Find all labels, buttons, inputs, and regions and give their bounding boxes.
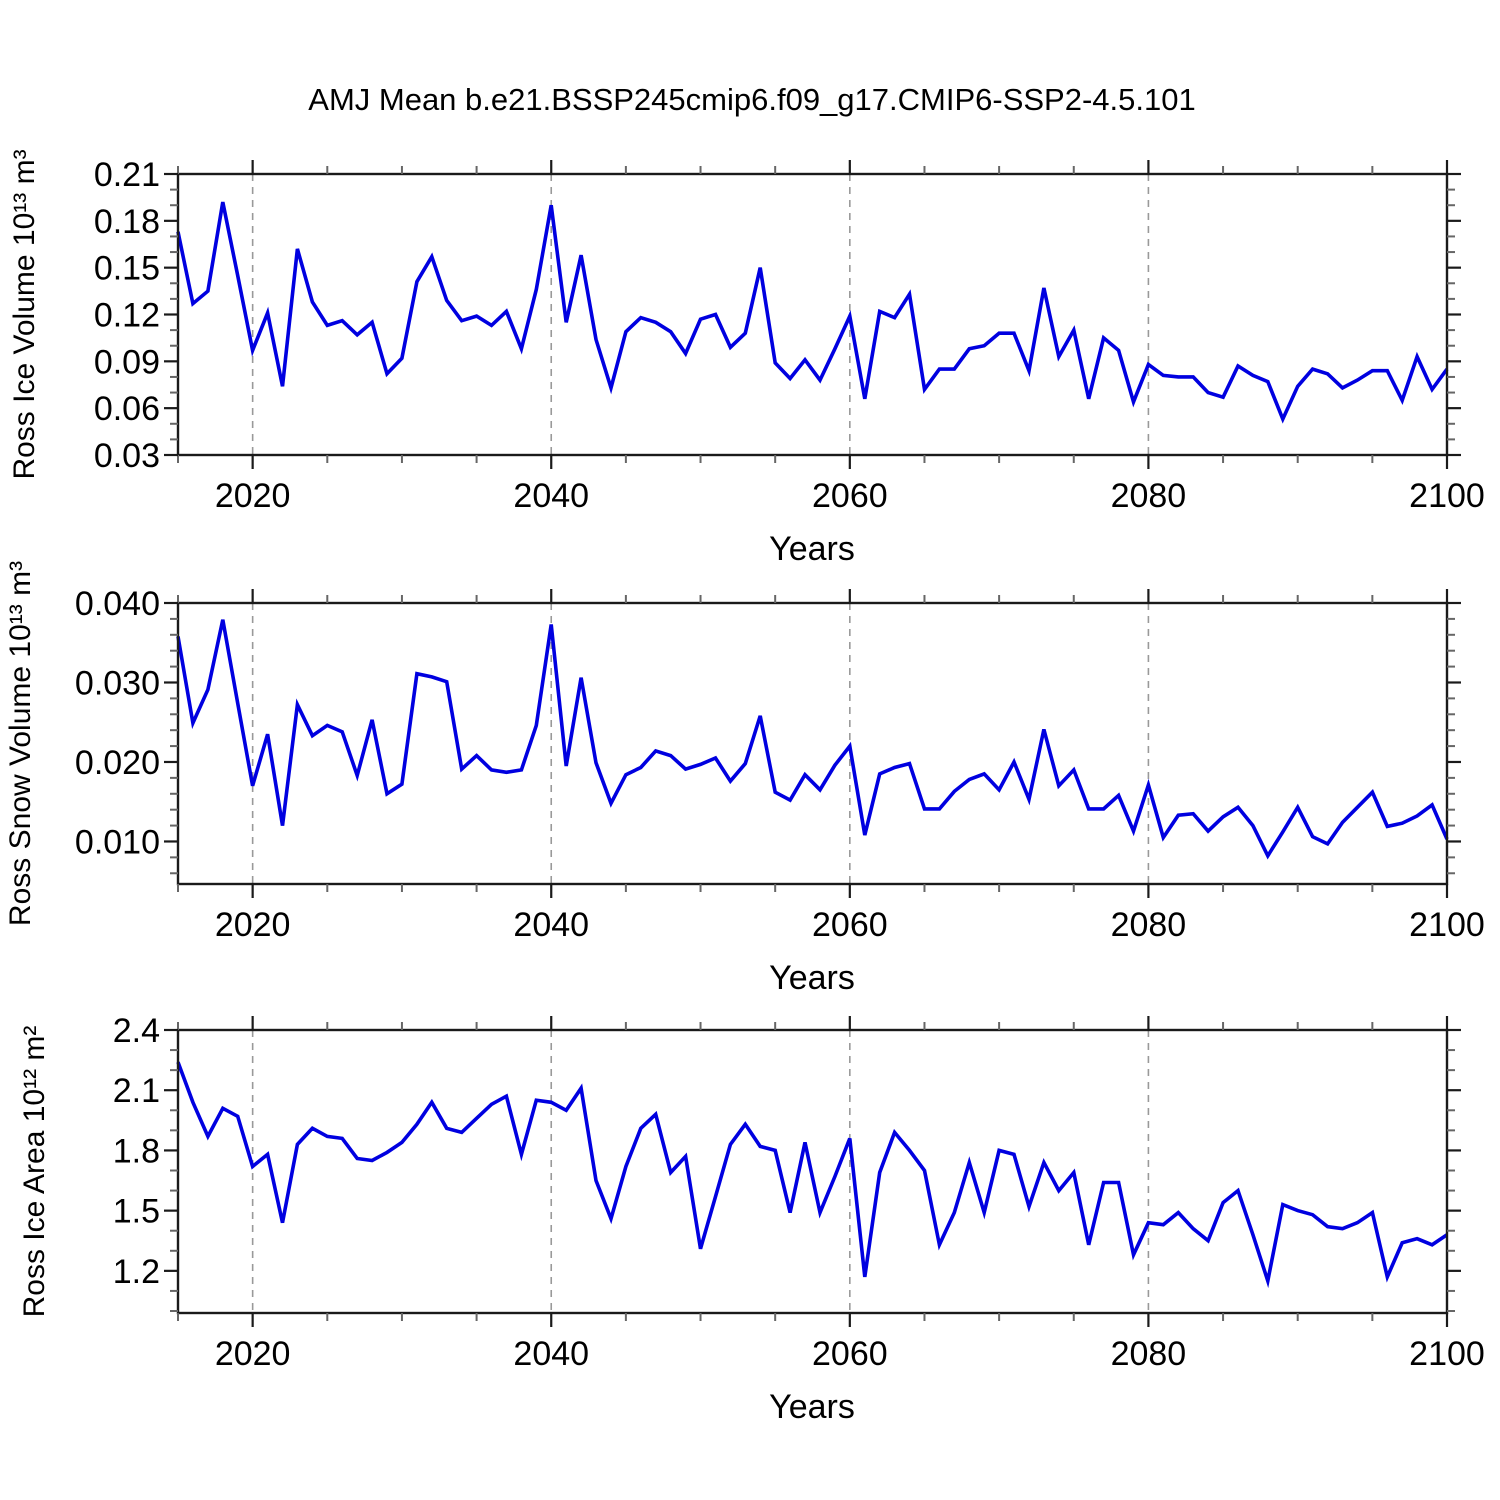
- x-axis-title-years-3: Years: [769, 1388, 855, 1426]
- y-tick-label-0.06: 0.06: [94, 390, 160, 428]
- x-tick-label-2020: 2020: [215, 906, 291, 944]
- x-tick-label-2100: 2100: [1409, 1335, 1485, 1373]
- plot-frame: [176, 172, 1449, 457]
- panel-ross-ice-area: 2020 2040 2060 2080 2100 2.4 2.1 1.8 1.5 1.2: [113, 1012, 1485, 1373]
- y-tick-label-1.5: 1.5: [113, 1193, 160, 1231]
- y-tick-label-0.020: 0.020: [75, 744, 160, 782]
- x-tick-label-2040: 2040: [513, 1335, 589, 1373]
- x-tick-label-2080: 2080: [1111, 477, 1187, 515]
- y-tick-label-0.18: 0.18: [94, 203, 160, 241]
- y-tick-label-0.15: 0.15: [94, 250, 160, 288]
- y-tick-label-1.2: 1.2: [113, 1253, 160, 1291]
- plot-frame: [176, 601, 1449, 886]
- y-tick-label-2.1: 2.1: [113, 1072, 160, 1110]
- y-tick-label-0.040: 0.040: [75, 585, 160, 623]
- x-tick-label-2060: 2060: [812, 906, 888, 944]
- x-tick-label-2100: 2100: [1409, 477, 1485, 515]
- y-tick-label-0.12: 0.12: [94, 297, 160, 335]
- x-tick-label-2060: 2060: [812, 477, 888, 515]
- x-tick-label-2040: 2040: [513, 477, 589, 515]
- x-tick-label-2080: 2080: [1111, 906, 1187, 944]
- x-axis-title-years-1: Years: [769, 530, 855, 568]
- y-tick-label-0.010: 0.010: [75, 823, 160, 861]
- x-tick-label-2100: 2100: [1409, 906, 1485, 944]
- y-tick-label-1.8: 1.8: [113, 1132, 160, 1170]
- plot-frame: [176, 1028, 1449, 1315]
- x-tick-label-2080: 2080: [1111, 1335, 1187, 1373]
- x-tick-label-2060: 2060: [812, 1335, 888, 1373]
- y-tick-label-0.03: 0.03: [94, 437, 160, 475]
- x-tick-label-2040: 2040: [513, 906, 589, 944]
- figure-title: AMJ Mean b.e21.BSSP245cmip6.f09_g17.CMIP…: [308, 82, 1195, 117]
- y-axis-title-ice-volume: Ross Ice Volume 10¹³ m³: [8, 149, 41, 479]
- y-tick-label-0.030: 0.030: [75, 664, 160, 702]
- panel-ross-snow-volume: 2020 2040 2060 2080 2100 0.040 0.030 0.020 0.010: [75, 585, 1485, 944]
- panel-ross-ice-volume: 2020 2040 2060 2080 2100 0.21 0.18 0.15 0.12 0.09…: [94, 156, 1485, 515]
- x-tick-label-2020: 2020: [215, 477, 291, 515]
- data-line-series: [176, 619, 1449, 860]
- data-line-series: [176, 201, 1449, 424]
- x-axis-title-years-2: Years: [769, 959, 855, 997]
- y-axis-title-ice-area: Ross Ice Area 10¹² m²: [18, 1026, 51, 1318]
- y-tick-label-2.4: 2.4: [113, 1012, 160, 1050]
- data-line-series: [176, 1061, 1449, 1289]
- y-axis-title-snow-volume: Ross Snow Volume 10¹³ m³: [4, 561, 37, 926]
- y-tick-label-0.21: 0.21: [94, 156, 160, 194]
- y-tick-label-0.09: 0.09: [94, 343, 160, 381]
- x-tick-label-2020: 2020: [215, 1335, 291, 1373]
